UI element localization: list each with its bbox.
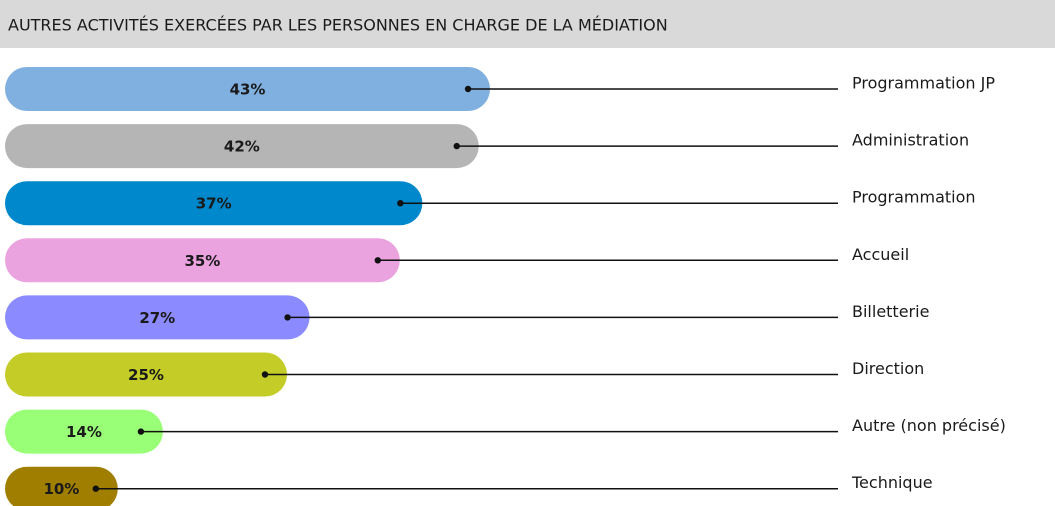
- value-label: 27%: [139, 309, 175, 327]
- bar: [5, 409, 163, 454]
- category-label: Programmation JP: [852, 74, 995, 93]
- value-label: 42%: [224, 138, 260, 156]
- leader-dot: [137, 428, 145, 435]
- leader-dot: [453, 142, 460, 150]
- category-label: Direction: [852, 359, 924, 378]
- category-label: Autre (non précisé): [852, 416, 1006, 435]
- value-label: 10%: [43, 480, 79, 498]
- category-label: Programmation: [852, 188, 976, 207]
- category-label: Technique: [851, 473, 933, 492]
- value-label: 37%: [196, 195, 232, 213]
- value-label: 35%: [184, 252, 220, 270]
- bar: [5, 181, 423, 226]
- leader-dot: [464, 85, 472, 93]
- leader-dot: [92, 485, 100, 492]
- value-label: 14%: [66, 423, 102, 441]
- bar: [5, 352, 287, 397]
- bar: [5, 67, 491, 111]
- bar: [5, 124, 479, 169]
- chart-title: AUTRES ACTIVITÉS EXERCÉES PAR LES PERSON…: [8, 16, 668, 35]
- category-label: Billetterie: [852, 302, 929, 321]
- value-label: 43%: [230, 81, 266, 99]
- bar: [5, 295, 310, 340]
- leader-dot: [284, 314, 291, 321]
- value-label: 25%: [128, 366, 164, 384]
- title-bar: [0, 0, 1055, 48]
- leader-dot: [374, 257, 381, 264]
- category-label: Accueil: [852, 245, 909, 264]
- leader-dot: [261, 371, 269, 378]
- bar: [5, 238, 400, 283]
- leader-dot: [397, 200, 404, 207]
- bar: [5, 466, 118, 506]
- category-label: Administration: [852, 131, 969, 150]
